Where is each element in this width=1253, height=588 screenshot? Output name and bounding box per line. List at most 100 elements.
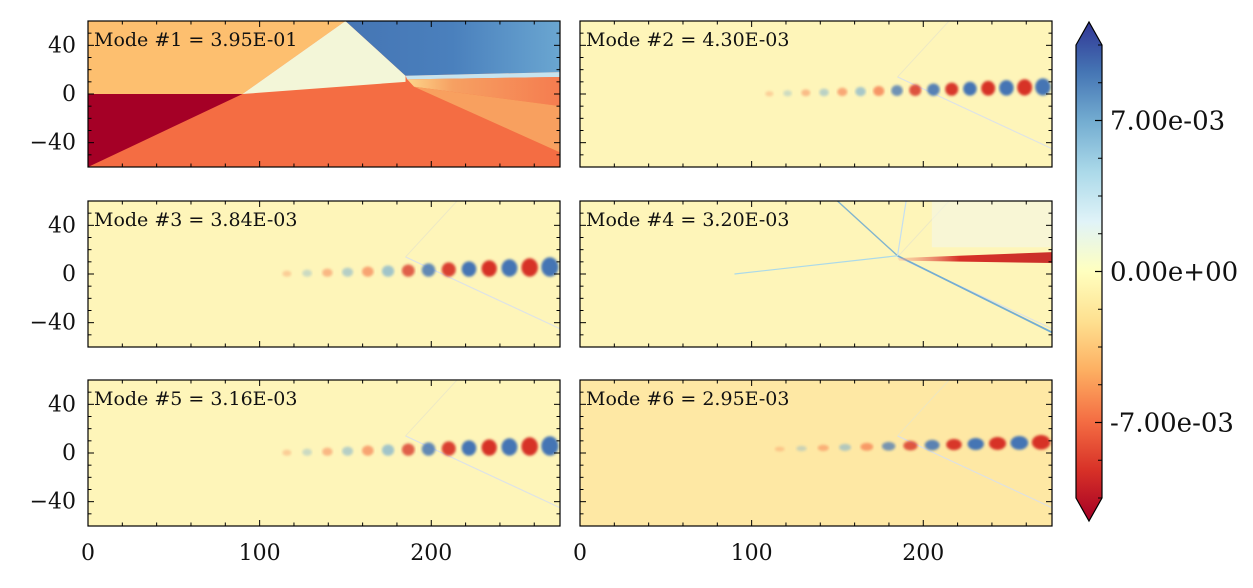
shock-line [897, 254, 1052, 334]
wave-blob [441, 262, 456, 277]
region [407, 76, 560, 107]
wave-blob [945, 82, 959, 96]
mode-title: Mode #1 = 3.95E-01 [94, 29, 297, 51]
shock-line [405, 201, 458, 258]
wave-blob [1010, 436, 1029, 450]
region [414, 86, 560, 153]
colorbar-ticks: 7.00e-03 0.00e+00 -7.00e-03 [1095, 44, 1238, 499]
shock-line [897, 435, 1052, 509]
wave-blob [362, 445, 374, 456]
mode-panel-6: Mode #6 = 2.95E-03 0 100 200 [573, 379, 1053, 566]
wave-blob [322, 447, 333, 456]
wave-blob [461, 440, 477, 456]
region [88, 21, 346, 94]
mode-title: Mode #3 = 3.84E-03 [94, 209, 297, 231]
x-tick-label: 100 [239, 541, 281, 566]
field-map [88, 201, 560, 347]
wave-blob [481, 439, 497, 456]
wave-blob [401, 443, 415, 456]
ticks [579, 20, 1052, 168]
mode-panel-5: Mode #5 = 3.16E-03 40 0 −40 0 100 200 [30, 379, 561, 566]
wave-blob [342, 267, 354, 277]
wave-blob [903, 440, 918, 451]
wave-blob [282, 270, 292, 277]
wave-blob [381, 265, 395, 277]
wave-blob [927, 83, 940, 96]
wave-blob [909, 84, 922, 96]
shock-line [896, 201, 907, 256]
mode-title: Mode #5 = 3.16E-03 [94, 388, 297, 410]
y-tick-label: −40 [30, 311, 76, 336]
ticks [579, 200, 1052, 348]
wave-blob [461, 261, 477, 277]
mode-panel-2: Mode #2 = 4.30E-03 [579, 20, 1053, 168]
wave-blob [999, 80, 1014, 96]
wave-blob [421, 442, 436, 456]
wave-blob [837, 87, 848, 97]
wave-blob [302, 269, 312, 277]
wave-blob [421, 263, 436, 277]
wave-blob [322, 268, 333, 277]
wave-blob [774, 446, 785, 452]
y-tick-label: 0 [62, 82, 76, 107]
wave-blob [541, 436, 559, 456]
mode-panel-4: Mode #4 = 3.20E-03 [579, 200, 1053, 348]
ticks [87, 200, 560, 348]
wave-blob [521, 258, 538, 277]
field-map [88, 21, 560, 167]
wave-blob [1017, 79, 1033, 96]
wave-blob [1035, 78, 1051, 96]
wave-blob [381, 444, 395, 456]
field-map [580, 21, 1052, 167]
x-tick-label: 200 [902, 541, 944, 566]
wave-blob [501, 438, 518, 456]
colorbar-tick-label: 0.00e+00 [1110, 258, 1238, 288]
x-tick-label: 200 [410, 541, 452, 566]
wave-blob [891, 85, 903, 96]
wave-blob [501, 259, 518, 277]
y-tick-label: −40 [30, 490, 76, 515]
wave-blob [967, 437, 984, 451]
mode-title: Mode #2 = 4.30E-03 [586, 29, 789, 51]
region [345, 21, 560, 76]
wave-blob [362, 266, 374, 277]
wave-blob [765, 91, 774, 97]
region [580, 380, 1052, 526]
shock-line [897, 21, 950, 78]
wave-blob [989, 436, 1007, 450]
region [405, 72, 560, 80]
ticks [579, 379, 1052, 527]
wave-blob [873, 86, 885, 97]
mode-panel-1: Mode #1 = 3.95E-01 40 0 −40 [30, 20, 561, 168]
wave-blob [481, 260, 497, 277]
colorbar: 7.00e-03 0.00e+00 -7.00e-03 [1075, 20, 1238, 523]
mode-title: Mode #6 = 2.95E-03 [586, 388, 789, 410]
y-tick-label: 40 [48, 392, 76, 417]
wave-blob [302, 448, 312, 456]
wave-blob [839, 443, 852, 451]
wave-blob [819, 88, 829, 97]
ticks [87, 20, 560, 168]
colorbar-tick-label: -7.00e-03 [1110, 409, 1234, 439]
wave-blob [855, 86, 866, 97]
region [897, 252, 1052, 264]
shock-line [897, 380, 950, 437]
colorbar-tick-label: 7.00e-03 [1110, 107, 1225, 137]
region [88, 94, 243, 167]
shock-line [734, 255, 898, 275]
wave-blob [796, 445, 807, 452]
field-map [88, 380, 560, 526]
x-tick-label: 100 [731, 541, 773, 566]
shock-line [836, 201, 898, 257]
wave-blob [441, 441, 456, 456]
field-map [580, 380, 1052, 526]
y-tick-label: 40 [48, 33, 76, 58]
y-tick-label: 0 [62, 262, 76, 287]
x-tick-label: 0 [81, 541, 95, 566]
shock-line [897, 76, 1052, 150]
ticks [87, 379, 560, 527]
mode-panel-3: Mode #3 = 3.84E-03 40 0 −40 [30, 200, 561, 348]
wave-blob [860, 442, 874, 451]
panels: Mode #1 = 3.95E-01 40 0 −40 Mode #2 = 4.30E-… [30, 20, 1053, 566]
x-tick-label: 0 [573, 541, 587, 566]
